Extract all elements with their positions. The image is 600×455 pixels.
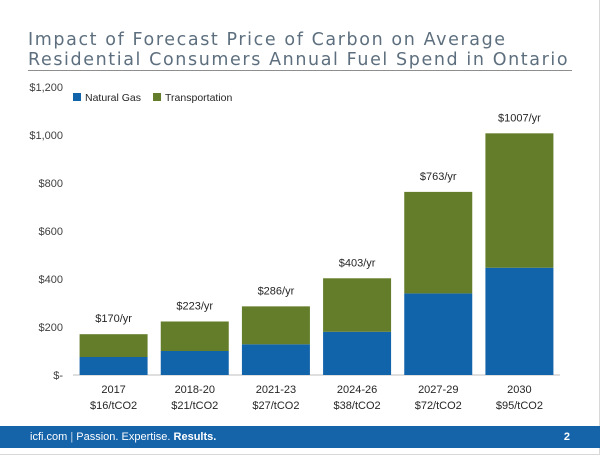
legend-swatch xyxy=(73,93,81,101)
y-tick-label: $1,200 xyxy=(29,82,63,94)
bar-natural-gas xyxy=(485,267,554,375)
y-tick-label: $200 xyxy=(39,322,63,334)
footer-tagline: icfi.com | Passion. Expertise. Results. xyxy=(30,431,216,443)
title-underline xyxy=(28,70,572,71)
bar-transportation xyxy=(485,133,554,268)
bar-natural-gas xyxy=(79,357,148,375)
total-label: $223/yr xyxy=(176,300,213,312)
x-tick-sublabel: $21/tCO2 xyxy=(171,400,218,412)
legend-label: Natural Gas xyxy=(85,92,141,104)
footer-expertise: Expertise. xyxy=(121,431,171,443)
bar-transportation xyxy=(404,191,473,294)
x-tick-sublabel: $16/tCO2 xyxy=(90,400,137,412)
y-tick-label: $- xyxy=(53,370,63,382)
title-line-1: Impact of Forecast Price of Carbon on Av… xyxy=(28,30,507,50)
stacked-bar-chart: $- $200 $400 $600 $800 $1,000 $1,200 $170/yr 201… xyxy=(29,82,560,412)
bar-transportation xyxy=(79,334,148,357)
total-label: $763/yr xyxy=(420,171,457,183)
total-label: $170/yr xyxy=(95,313,132,325)
legend-label: Transportation xyxy=(165,92,232,104)
x-tick-label: 2021-23 xyxy=(256,384,296,396)
x-tick-label: 2024-26 xyxy=(337,384,377,396)
bar-natural-gas xyxy=(241,344,310,375)
bar-natural-gas xyxy=(323,331,392,375)
x-tick-sublabel: $72/tCO2 xyxy=(415,400,462,412)
legend-swatch xyxy=(153,93,162,101)
footer-bar: icfi.com | Passion. Expertise. Results. … xyxy=(0,426,600,448)
bar-transportation xyxy=(241,306,310,345)
page-number: 2 xyxy=(563,431,570,443)
x-tick-sublabel: $95/tCO2 xyxy=(496,400,543,412)
y-tick-label: $800 xyxy=(39,178,63,190)
footer-passion: Passion. xyxy=(76,431,119,443)
x-tick-label: 2030 xyxy=(507,384,531,396)
x-tick-sublabel: $38/tCO2 xyxy=(334,400,381,412)
bar-natural-gas xyxy=(404,293,473,375)
total-label: $286/yr xyxy=(258,285,295,297)
title-line-2: Residential Consumers Annual Fuel Spend … xyxy=(28,50,570,70)
bar-transportation xyxy=(323,278,392,332)
y-tick-label: $600 xyxy=(39,226,63,238)
bar-natural-gas xyxy=(160,351,229,375)
y-tick-label: $1,000 xyxy=(29,130,63,142)
total-label: $1007/yr xyxy=(498,112,541,124)
x-tick-label: 2017 xyxy=(101,384,125,396)
y-tick-label: $400 xyxy=(39,274,63,286)
x-tick-label: 2027-29 xyxy=(418,384,458,396)
x-tick-sublabel: $27/tCO2 xyxy=(252,400,299,412)
footer-results: Results. xyxy=(173,431,217,443)
footer-site-link[interactable]: icfi.com xyxy=(30,431,68,443)
x-tick-label: 2018-20 xyxy=(175,384,215,396)
total-label: $403/yr xyxy=(339,257,376,269)
slide-title: Impact of Forecast Price of Carbon on Av… xyxy=(28,30,588,70)
bar-transportation xyxy=(160,321,229,351)
footer-separator: | xyxy=(70,431,74,443)
